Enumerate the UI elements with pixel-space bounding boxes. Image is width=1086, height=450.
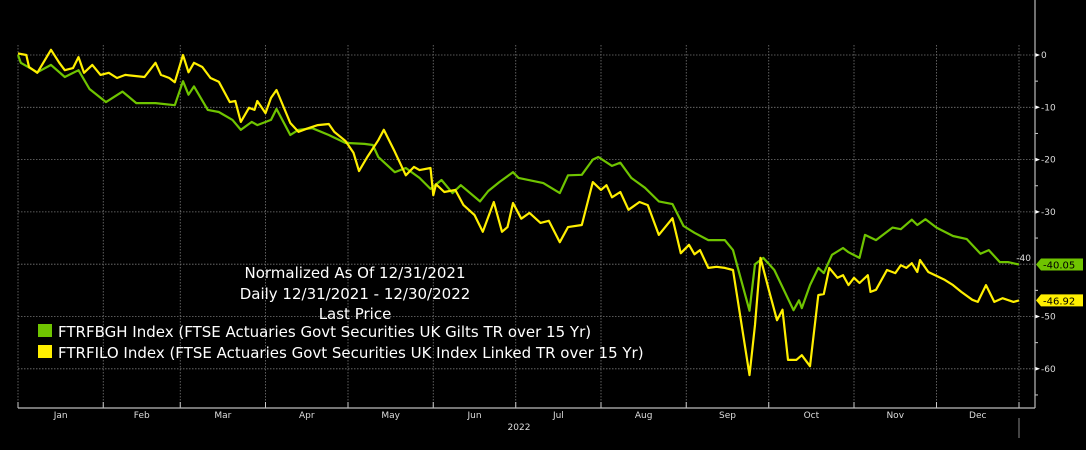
legend-label-ftrfilo: FTRFILO Index (FTSE Actuaries Govt Secur…: [58, 344, 644, 362]
series-line-ftrfbgh: [16, 54, 1020, 312]
legend-swatch-ftrfilo: [38, 345, 52, 358]
y-tick-label: -10: [1041, 103, 1056, 113]
y-tick-label: -20: [1041, 156, 1056, 166]
legend: Normalized As Of 12/31/2021 Daily 12/31/…: [38, 264, 644, 362]
y-tick-label: -40: [1016, 254, 1031, 264]
x-tick-label: Feb: [134, 411, 150, 421]
legend-swatch-ftrfbgh: [38, 324, 52, 337]
x-tick-label: Jul: [552, 411, 564, 421]
last-value-label: -46.92: [1043, 296, 1075, 307]
y-tick-mark: [1035, 157, 1040, 162]
x-tick-label: Sep: [719, 411, 736, 421]
y-tick-mark: [1035, 209, 1040, 214]
chart-title: Normalized As Of 12/31/2021: [245, 264, 466, 282]
y-tick-label: -50: [1041, 313, 1056, 323]
y-tick-label: -60: [1041, 365, 1056, 375]
x-tick-label: Jun: [466, 411, 481, 421]
x-tick-label: May: [381, 411, 400, 421]
series-line-ftrfilo: [17, 48, 1020, 377]
x-tick-label: Mar: [214, 411, 231, 421]
legend-label-ftrfbgh: FTRFBGH Index (FTSE Actuaries Govt Secur…: [58, 323, 591, 341]
last-value-label: -40.05: [1043, 260, 1075, 271]
x-axis-year-label: 2022: [508, 423, 531, 433]
x-tick-label: Oct: [804, 411, 820, 421]
y-tick-mark: [1035, 366, 1040, 371]
x-tick-label: Nov: [886, 411, 904, 421]
chart-subtitle: Daily 12/31/2021 - 12/30/2022: [240, 285, 471, 303]
y-tick-mark: [1035, 105, 1040, 110]
series-lines: [16, 48, 1020, 377]
last-value-badge: [1036, 294, 1083, 307]
x-tick-label: Jan: [53, 411, 68, 421]
y-tick-mark: [1035, 314, 1040, 319]
axes: 0 -10 -20 -30 -40 -50 -60 Jan Feb Mar Apr May Jun Jul…: [17, 0, 1083, 438]
y-tick-mark: [1035, 53, 1040, 57]
x-tick-label: Dec: [969, 411, 986, 421]
y-tick-label: -30: [1041, 208, 1056, 218]
y-tick-label: 0: [1041, 51, 1047, 61]
x-tick-label: Aug: [635, 411, 653, 421]
chart-field: Last Price: [319, 305, 392, 323]
x-tick-label: Apr: [299, 411, 315, 421]
last-value-badge: [1036, 258, 1083, 271]
